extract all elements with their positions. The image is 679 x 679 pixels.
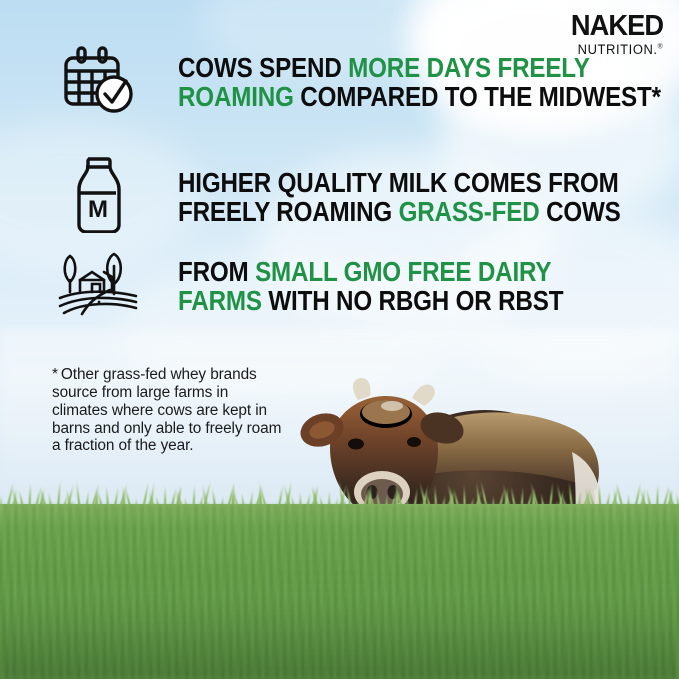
feature-row: COWS SPEND MORE DAYS FREELY ROAMING COMP…: [48, 44, 679, 118]
feature-2-l2-green: GRASS-FED: [398, 195, 540, 227]
brand-tagline-text: NUTRITION.: [577, 42, 658, 57]
footnote: * Other grass-fed whey brands source from…: [52, 366, 287, 455]
feature-3-l1-green: SMALL GMO FREE DAIRY: [255, 256, 552, 287]
footnote-text: Other grass-fed whey brands source from …: [52, 366, 282, 455]
grass-texture: [0, 504, 679, 679]
feature-row: M HIGHER QUALITY MILK COMES FROM FREELY …: [48, 155, 679, 233]
feature-1-l2-black: COMPARED TO THE MIDWEST*: [293, 80, 661, 112]
cloud-shape: [120, 250, 460, 400]
feature-text: COWS SPEND MORE DAYS FREELY ROAMING COMP…: [178, 52, 661, 112]
farm-icon: [48, 252, 148, 316]
cloud-shape: [439, 210, 679, 380]
brand-name: NAKED: [570, 10, 664, 42]
feature-row: FROM SMALL GMO FREE DAIRY FARMS WITH NO …: [48, 252, 616, 316]
sky-background: [0, 0, 679, 560]
cloud-shape: [0, 120, 200, 270]
feature-2-l1-black: HIGHER QUALITY MILK COMES FROM: [178, 167, 619, 198]
feature-text: HIGHER QUALITY MILK COMES FROM FREELY RO…: [178, 167, 621, 227]
cloud-shape: [259, 150, 559, 330]
brand-tagline: NUTRITION.®: [569, 43, 663, 57]
grass-field: [0, 504, 679, 679]
grass-shadow: [0, 599, 679, 679]
feature-1-l1-black: COWS SPEND: [178, 52, 349, 83]
feature-1-l2-green: ROAMING: [178, 80, 294, 112]
brand-logo: NAKED NUTRITION.®: [565, 10, 664, 57]
feature-text: FROM SMALL GMO FREE DAIRY FARMS WITH NO …: [178, 256, 564, 316]
feature-1-l1-green: MORE DAYS FREELY: [348, 52, 590, 83]
feature-3-l1-black: FROM: [178, 256, 256, 287]
milk-bottle-icon: M: [48, 155, 148, 233]
feature-3-l2-green: FARMS: [178, 284, 262, 316]
feature-2-l2-end: COWS: [539, 195, 621, 227]
footnote-marker: *: [52, 366, 58, 383]
calendar-check-icon: [48, 44, 148, 118]
feature-2-l2-black: FREELY ROAMING: [178, 195, 399, 227]
svg-text:M: M: [88, 196, 108, 223]
feature-3-l2-black: WITH NO RBGH OR RBST: [261, 284, 564, 316]
registered-mark: ®: [657, 43, 663, 51]
